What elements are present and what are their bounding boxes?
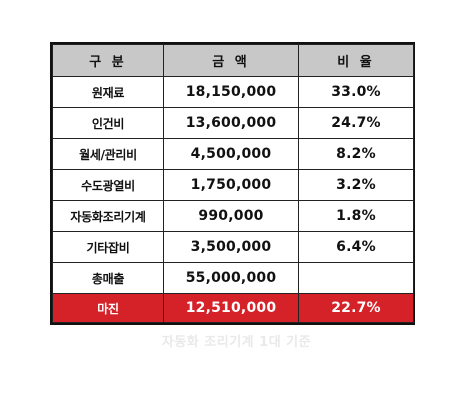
row-label: 자동화조리기계 [52, 200, 164, 232]
table-row: 기타잡비 3,500,000 6.4% [52, 231, 414, 263]
cost-table: 구 분 금 액 비 율 원재료 18,150,000 33.0% 인건비 13,… [52, 44, 414, 323]
row-amount: 1,750,000 [163, 169, 299, 201]
header-ratio: 비 율 [298, 44, 414, 77]
margin-amount: 12,510,000 [163, 293, 299, 323]
row-amount: 13,600,000 [163, 107, 299, 139]
row-label: 원재료 [52, 76, 164, 108]
row-ratio: 24.7% [298, 107, 414, 139]
row-amount: 4,500,000 [163, 138, 299, 170]
table-row: 월세/관리비 4,500,000 8.2% [52, 138, 414, 170]
row-ratio: 1.8% [298, 200, 414, 232]
table-row: 원재료 18,150,000 33.0% [52, 76, 414, 108]
header-category: 구 분 [52, 44, 164, 77]
table-row: 인건비 13,600,000 24.7% [52, 107, 414, 139]
row-label: 수도광열비 [52, 169, 164, 201]
row-amount: 990,000 [163, 200, 299, 232]
row-ratio: 3.2% [298, 169, 414, 201]
row-amount: 55,000,000 [163, 262, 299, 294]
table-row-margin: 마진 12,510,000 22.7% [52, 293, 414, 323]
cost-table-container: 구 분 금 액 비 율 원재료 18,150,000 33.0% 인건비 13,… [50, 42, 415, 325]
header-amount: 금 액 [163, 44, 299, 77]
margin-label: 마진 [52, 293, 164, 323]
margin-ratio: 22.7% [298, 293, 414, 323]
table-row: 수도광열비 1,750,000 3.2% [52, 169, 414, 201]
row-amount: 3,500,000 [163, 231, 299, 263]
row-label: 인건비 [52, 107, 164, 139]
row-ratio: 6.4% [298, 231, 414, 263]
table-header-row: 구 분 금 액 비 율 [52, 44, 414, 77]
row-ratio: 33.0% [298, 76, 414, 108]
row-ratio [298, 262, 414, 294]
row-label: 기타잡비 [52, 231, 164, 263]
row-label: 월세/관리비 [52, 138, 164, 170]
row-ratio: 8.2% [298, 138, 414, 170]
table-caption: 자동화 조리기계 1대 기준 [161, 335, 312, 350]
row-label: 총매출 [52, 262, 164, 294]
table-row-total-sales: 총매출 55,000,000 [52, 262, 414, 294]
table-row: 자동화조리기계 990,000 1.8% [52, 200, 414, 232]
row-amount: 18,150,000 [163, 76, 299, 108]
